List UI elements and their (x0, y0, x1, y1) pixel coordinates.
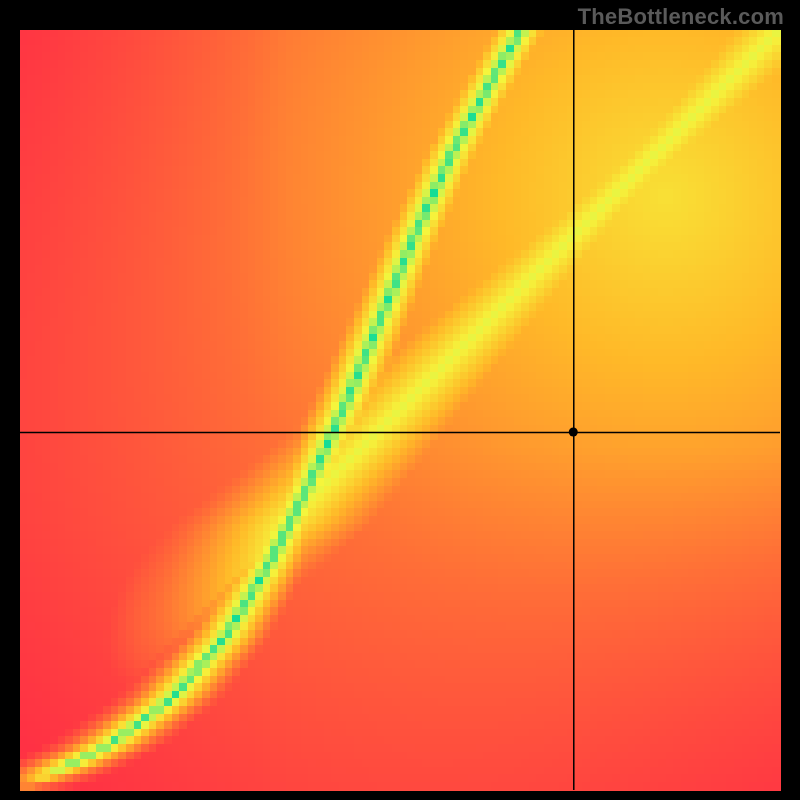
bottleneck-heatmap (0, 0, 800, 800)
watermark-text: TheBottleneck.com (578, 4, 784, 30)
chart-container: { "watermark": { "text": "TheBottleneck.… (0, 0, 800, 800)
